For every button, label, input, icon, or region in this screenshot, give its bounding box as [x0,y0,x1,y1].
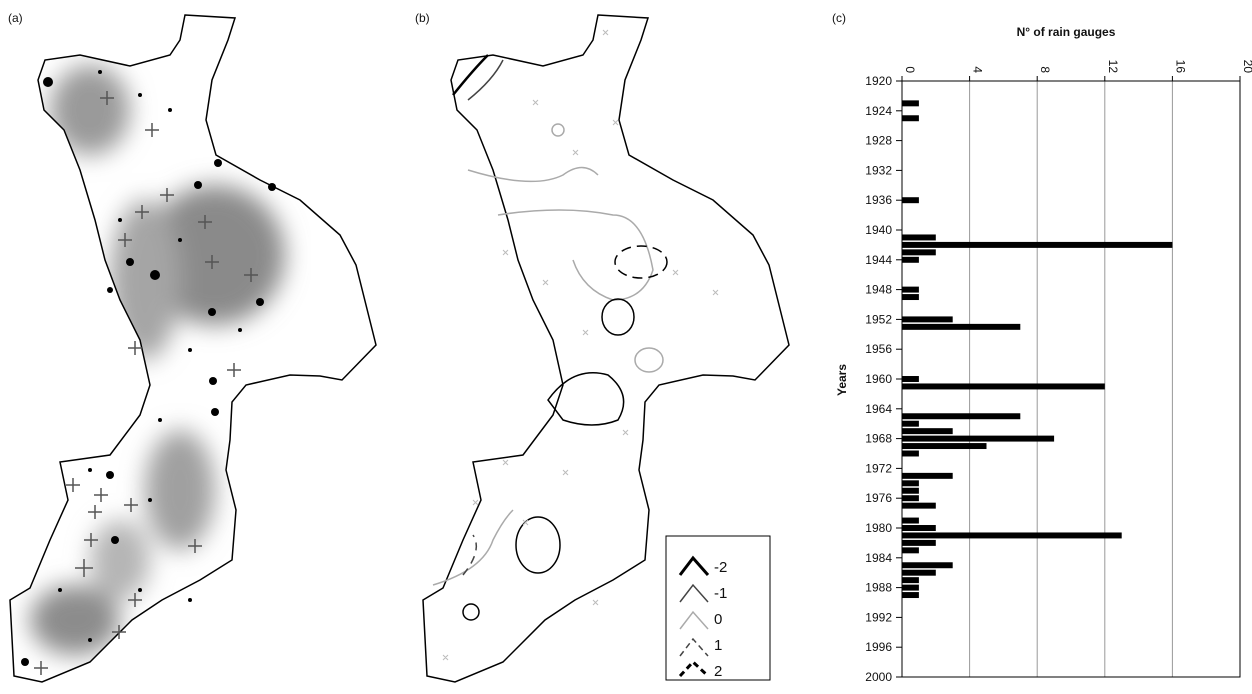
bar [902,234,936,240]
y-tick-label: 1936 [865,193,892,207]
x-tick-label: 12 [1106,60,1120,74]
bar [902,316,953,322]
bar [902,585,919,591]
x-tick-label: 4 [971,66,985,73]
y-tick-label: 1960 [865,372,892,386]
bar [902,570,936,576]
y-tick-label: 2000 [865,670,892,684]
bar [902,324,1020,330]
y-tick-label: 1988 [865,581,892,595]
y-tick-label: 1980 [865,521,892,535]
bar [902,413,1020,419]
x-tick-label: 0 [903,66,917,73]
bar [902,525,936,531]
bar [902,100,919,106]
y-tick-label: 1920 [865,74,892,88]
y-axis-title: Years [835,364,849,396]
legend-label: -2 [714,559,727,576]
bar [902,532,1122,538]
map-legend [666,536,770,680]
y-tick-label: 1924 [865,104,892,118]
bar [902,242,1172,248]
bar [902,197,919,203]
bar [902,287,919,293]
bar [902,480,919,486]
panel-label: (a) [8,11,23,25]
bar [902,376,919,382]
bar [902,249,936,255]
bar [902,428,953,434]
bar [902,518,919,524]
y-tick-label: 1952 [865,312,892,326]
bar [902,547,919,553]
legend-label: 2 [714,663,722,680]
legend-label: 1 [714,637,722,654]
y-tick-label: 1956 [865,342,892,356]
legend-label: -1 [714,585,727,602]
bar [902,115,919,121]
x-tick-label: 16 [1173,60,1187,74]
bar [902,540,936,546]
bar [902,443,987,449]
y-tick-label: 1932 [865,163,892,177]
bar [902,473,953,479]
plot-frame [902,81,1240,677]
bar [902,421,919,427]
bar [902,436,1054,442]
x-tick-label: 8 [1038,66,1052,73]
relief-map [10,15,376,682]
bar [902,257,919,263]
bar [902,495,919,501]
y-tick-label: 1948 [865,283,892,297]
y-tick-label: 1968 [865,432,892,446]
bar [902,577,919,583]
bar [902,488,919,494]
y-tick-label: 1928 [865,134,892,148]
x-axis-title: N° of rain gauges [1017,25,1116,39]
y-tick-label: 1972 [865,461,892,475]
y-tick-label: 1940 [865,223,892,237]
y-tick-label: 1996 [865,640,892,654]
x-tick-label: 20 [1241,60,1252,74]
bar [902,294,919,300]
bar [902,383,1105,389]
y-tick-label: 1976 [865,491,892,505]
y-tick-label: 1984 [865,551,892,565]
panel-label: (c) [832,11,846,25]
y-tick-label: 1992 [865,610,892,624]
bar [902,503,936,509]
bar [902,451,919,457]
y-tick-label: 1944 [865,253,892,267]
figure: (a) (b) [0,0,1252,689]
bar [902,562,953,568]
y-tick-label: 1964 [865,402,892,416]
bar [902,592,919,598]
panel-label: (b) [415,11,430,25]
legend-label: 0 [714,611,722,628]
